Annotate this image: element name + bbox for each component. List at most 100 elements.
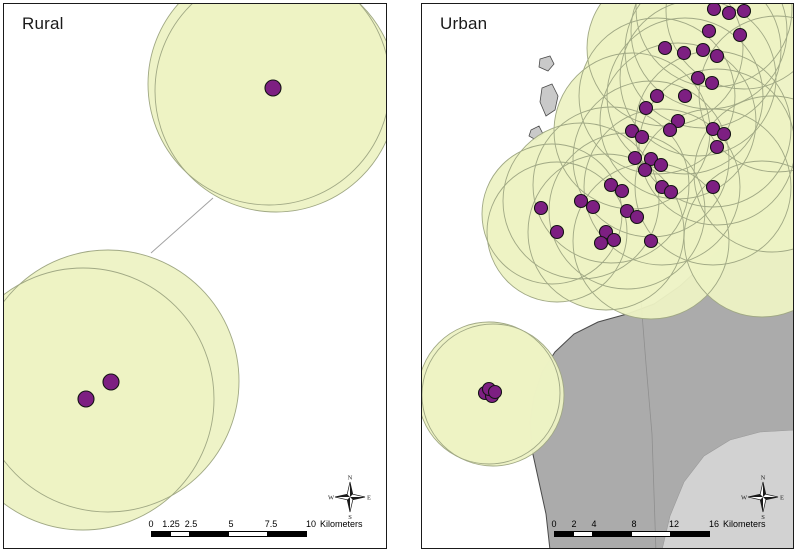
rural-map-panel: Rural 0 1.25 2.5 5 7.5 10 Kilometers N E S W bbox=[3, 3, 387, 549]
land-region-light bbox=[662, 429, 793, 548]
buffer-fill bbox=[155, 4, 386, 212]
compass-star-dark bbox=[335, 482, 365, 512]
connector-line bbox=[150, 197, 214, 254]
scalebar-segment bbox=[592, 531, 632, 537]
buffer-outline bbox=[634, 108, 792, 266]
buffer-outline bbox=[698, 15, 793, 173]
scalebar-unit-label: Kilometers bbox=[723, 519, 766, 529]
scalebar-tick-label: 2 bbox=[571, 519, 577, 529]
buffer-outline bbox=[606, 17, 764, 175]
scalebar-bar bbox=[151, 531, 307, 537]
buffer-outline bbox=[583, 108, 741, 266]
site-point bbox=[662, 122, 678, 138]
site-point bbox=[643, 233, 659, 249]
scalebar-tick-label: 7.5 bbox=[264, 519, 278, 529]
buffer-outline bbox=[693, 95, 793, 253]
rural-compass-rose: N E S W bbox=[327, 470, 373, 522]
buffer-outline bbox=[619, 4, 777, 157]
buffer-outline bbox=[4, 249, 240, 513]
site-point bbox=[704, 75, 720, 91]
scalebar-tick-label: 10 bbox=[305, 519, 317, 529]
buffer-outline bbox=[154, 4, 386, 213]
site-point bbox=[736, 4, 752, 19]
compass-letter: S bbox=[761, 514, 765, 521]
scalebar-segment bbox=[189, 531, 229, 537]
site-point bbox=[709, 48, 725, 64]
scalebar-tick-label: 4 bbox=[591, 519, 597, 529]
buffer-outline bbox=[486, 161, 628, 303]
buffer-outline bbox=[638, 68, 793, 226]
island-polygon bbox=[539, 83, 559, 117]
buffer-fill bbox=[684, 161, 793, 317]
site-point bbox=[657, 40, 673, 56]
site-point bbox=[533, 200, 549, 216]
site-point bbox=[593, 235, 609, 251]
site-point bbox=[102, 373, 120, 391]
scalebar-segment bbox=[670, 531, 710, 537]
site-point bbox=[77, 390, 95, 408]
site-point bbox=[549, 224, 565, 240]
compass-letter: E bbox=[780, 494, 784, 501]
buffer-outline bbox=[422, 321, 561, 465]
buffer-outline bbox=[147, 4, 386, 206]
urban-compass-rose: N E S W bbox=[740, 470, 786, 522]
site-point bbox=[732, 27, 748, 43]
rural-map-canvas bbox=[4, 4, 386, 531]
buffer-outline bbox=[683, 160, 793, 318]
compass-letter: W bbox=[741, 494, 748, 501]
site-point bbox=[264, 79, 282, 97]
site-point bbox=[705, 179, 721, 195]
urban-panel-title: Urban bbox=[440, 14, 488, 33]
site-point bbox=[614, 183, 630, 199]
site-point bbox=[627, 150, 643, 166]
compass-letter: W bbox=[328, 494, 335, 501]
scalebar-segment bbox=[631, 531, 671, 537]
site-point bbox=[603, 177, 619, 193]
site-point bbox=[606, 232, 622, 248]
site-point bbox=[690, 70, 706, 86]
buffer-outline bbox=[665, 4, 793, 90]
urban-map-panel: Urban 0 2 4 8 12 16 Kilometers N E S W bbox=[421, 3, 794, 549]
site-point bbox=[585, 199, 601, 215]
scalebar-tick-label: 16 bbox=[708, 519, 720, 529]
site-point bbox=[663, 184, 679, 200]
site-point bbox=[487, 384, 503, 400]
rural-scalebar: 0 1.25 2.5 5 7.5 10 Kilometers bbox=[148, 519, 363, 537]
scalebar-tick-label: 0 bbox=[148, 519, 154, 529]
compass-letter: N bbox=[348, 475, 353, 482]
compass-star-dark bbox=[748, 482, 778, 512]
buffer-outline bbox=[422, 323, 565, 467]
compass-rose-graphic: N E S W bbox=[741, 475, 784, 522]
scalebar-unit-label: Kilometers bbox=[320, 519, 363, 529]
scalebar-tick-label: 12 bbox=[668, 519, 680, 529]
scalebar-tick-label: 0 bbox=[551, 519, 557, 529]
scalebar-segment bbox=[151, 531, 171, 537]
rural-panel-title: Rural bbox=[22, 14, 64, 33]
scalebar-bar bbox=[554, 531, 710, 537]
site-point bbox=[709, 139, 725, 155]
scalebar-tick-label: 5 bbox=[228, 519, 234, 529]
compass-letter: N bbox=[761, 475, 766, 482]
site-point bbox=[629, 209, 645, 225]
scalebar-segment bbox=[554, 531, 574, 537]
site-point bbox=[706, 4, 722, 17]
boundary-line bbox=[640, 300, 657, 548]
scalebar-segment bbox=[573, 531, 593, 537]
compass-letter: S bbox=[348, 514, 352, 521]
site-point bbox=[695, 42, 711, 58]
scalebar-tick-label: 1.25 bbox=[162, 519, 180, 529]
site-point bbox=[677, 88, 693, 104]
buffer-outline bbox=[532, 106, 690, 264]
buffer-fill bbox=[4, 250, 239, 512]
site-point bbox=[638, 100, 654, 116]
site-point bbox=[653, 157, 669, 173]
buffer-outline bbox=[578, 17, 736, 175]
site-point bbox=[716, 126, 732, 142]
buffer-outline bbox=[4, 267, 215, 531]
site-point bbox=[701, 23, 717, 39]
island-polygon bbox=[538, 55, 555, 72]
compass-rose-graphic: N E S W bbox=[328, 475, 371, 522]
scalebar-tick-label: 2.5 bbox=[184, 519, 198, 529]
site-point bbox=[634, 129, 650, 145]
buffer-outline bbox=[502, 122, 660, 280]
